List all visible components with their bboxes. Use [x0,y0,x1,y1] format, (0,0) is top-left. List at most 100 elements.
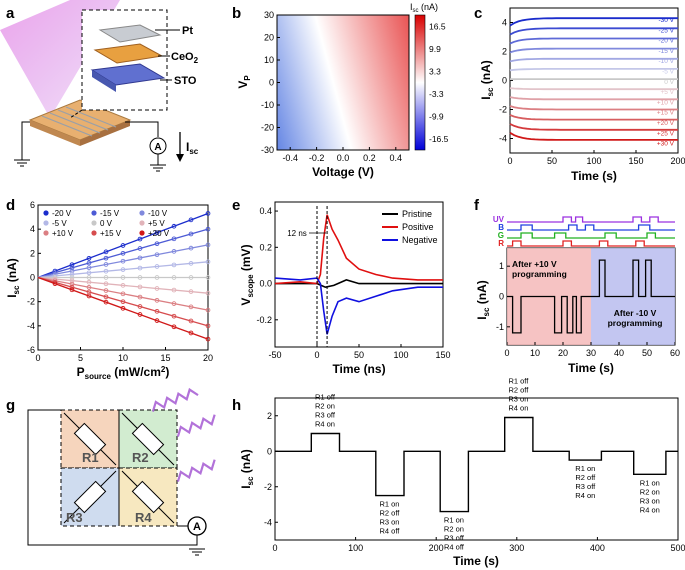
plot-d-series [37,211,211,342]
data-point [86,265,92,271]
plot-e-series: 12 ns [274,206,443,347]
heatmap-xtick-label: 0.2 [363,153,376,163]
sto-label: STO [174,75,197,87]
plot-f-ylabel: Isc (nA) [475,280,491,320]
data-point [86,270,92,276]
panel-letter-b: b [232,5,241,22]
plot-h-xtick-label: 0 [272,543,277,553]
plot-c-ytick-label: -2 [499,105,507,115]
data-point [52,281,58,287]
pulse-train-g [507,232,675,239]
data-point [188,275,194,280]
series-line [509,37,678,45]
plot-f-ytick-label: 0 [499,292,504,302]
heatmap-ytick-label: 30 [264,10,274,20]
data-point [137,236,143,242]
series-line [509,105,678,111]
region-right-line2: programming [608,318,663,328]
legend-entry: -25 V [658,27,674,34]
state-label: R4 on [315,420,335,429]
data-point [154,264,160,269]
colorbar [414,14,426,151]
plot-c-xtick-label: 0 [507,156,512,166]
pulse-train-r [507,240,675,247]
legend-entry: -15 V [100,209,120,218]
plot-f-ytick-label: -1 [496,322,504,332]
legend-entry: +25 V [657,130,675,137]
plot-h-ytick-label: 2 [267,411,272,421]
data-point [120,291,126,297]
pulse-label-uv: UV [493,215,505,224]
ground-g [189,548,205,556]
state-label: R1 on [444,516,464,525]
data-point [120,267,126,272]
plot-e-ytick-label: 0.0 [259,279,272,289]
colorbar-tick-label: -9.9 [429,111,444,121]
panel-e: e -50 0 50 100 150 0.4 0.2 0.0 -0.2 12 ns Pristi… [232,197,451,376]
pt-label: Pt [182,25,193,37]
series-line [509,132,678,141]
data-point [154,275,160,280]
circuit-loop-wire [27,409,198,546]
ammeter-label: A [154,142,161,153]
state-label: R1 off [508,377,529,386]
data-point [86,275,92,280]
legend-marker [139,210,145,216]
data-point [154,230,160,236]
plot-e-ylabel: Vscope (mV) [239,244,255,305]
fit-line [37,212,209,279]
region-right-line1: After -10 V [614,308,657,318]
data-point [205,336,211,342]
data-point [154,297,160,303]
legend-marker [91,220,97,226]
legend-entry: 0 V [664,79,674,86]
data-point [205,226,211,232]
legend-entry: +5 V [148,219,165,228]
data-point [188,261,194,266]
data-point [205,259,211,265]
data-point [171,236,177,242]
plot-d-legend: -20 V -15 V -10 V -5 V 0 V +5 V +10 V +15 V +20 … [43,209,170,238]
fit-line [37,276,209,311]
legend-entry: Pristine [402,209,432,219]
data-point [103,268,109,274]
panel-letter-h: h [232,397,241,414]
plot-c-series [509,17,678,141]
colorbar-tick-label: 16.5 [429,21,446,31]
label-r2: R2 [132,450,149,465]
legend-entry: -5 V [52,219,67,228]
panel-letter-c: c [474,5,482,22]
state-label: R3 on [379,518,399,527]
plot-h-xtick-label: 500 [670,543,685,553]
data-point [103,255,109,261]
heatmap-ylabel: VP [236,75,252,89]
heatmap-ytick-label: 20 [264,33,274,43]
plot-c-ytick-label: 0 [502,76,507,86]
plot-h-xtick-label: 200 [429,543,444,553]
plot-d-xtick-label: 5 [78,353,83,363]
legend-entry: -10 V [658,58,674,65]
plot-h-xlabel: Time (s) [453,554,499,568]
data-point [205,307,211,313]
heatmap-ytick-label: 0 [269,78,274,88]
plot-f-xtick-label: 0 [504,348,509,358]
fit-line [37,244,209,279]
data-point [171,287,177,293]
pt-layer [98,24,162,43]
plot-c-xtick-label: 150 [628,156,643,166]
legend-entry: +15 V [657,110,675,117]
plot-d-ylabel: Isc (nA) [5,258,21,298]
legend-marker [139,230,145,236]
light-rays [151,387,216,482]
data-point [120,305,126,311]
plot-e-xtick-label: 100 [393,350,408,360]
electrode-fingers [41,106,117,137]
data-point [69,281,75,287]
series-line [509,114,678,121]
